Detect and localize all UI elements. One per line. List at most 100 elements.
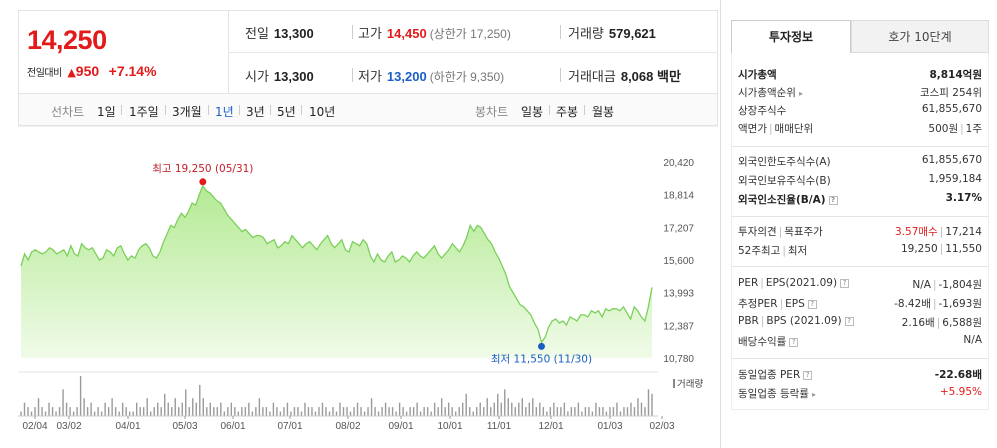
tab-daily[interactable]: 일봉 bbox=[521, 105, 544, 119]
change-percent: +7.14% bbox=[108, 63, 157, 79]
volume-bar bbox=[188, 407, 190, 416]
week52-row: 52주최고 | 최저 19,250 | 11,550 bbox=[738, 243, 982, 257]
turnover-label: 거래대금 bbox=[568, 69, 616, 84]
week52-high-value: 19,250 bbox=[900, 243, 938, 255]
volume-bar bbox=[142, 407, 145, 416]
investment-info-table: 시가총액 8,814억원 시가총액순위 ▸ 코스피 254위 상장주식수 61,8… bbox=[731, 53, 989, 410]
volume-bar bbox=[402, 407, 404, 416]
tab-10y[interactable]: 10년 bbox=[309, 105, 336, 119]
volume-bar bbox=[462, 402, 464, 416]
volume-bar bbox=[405, 411, 408, 416]
volume-bar bbox=[490, 407, 492, 416]
help-icon[interactable]: ? bbox=[789, 337, 799, 347]
opinion-label: 투자의견 bbox=[738, 226, 777, 238]
volume-bar bbox=[55, 411, 57, 416]
market-cap-label: 시가총액 bbox=[738, 69, 777, 81]
forward-eps-value: -1,693원 bbox=[938, 298, 982, 310]
volume-bar bbox=[339, 402, 341, 416]
volume-bar bbox=[121, 402, 124, 416]
volume-bar bbox=[437, 407, 439, 416]
volume-bar bbox=[465, 393, 467, 416]
low-label: 저가 bbox=[358, 69, 382, 84]
volume-bar bbox=[612, 407, 615, 416]
tab-1d[interactable]: 1일 bbox=[97, 105, 116, 119]
volume-bar bbox=[314, 411, 317, 416]
volume-bar bbox=[335, 411, 338, 416]
volume-bar bbox=[430, 411, 432, 416]
volume-bar bbox=[79, 376, 82, 416]
tab-weekly[interactable]: 주봉 bbox=[556, 105, 579, 119]
change-row: 전일대비 ▲950 +7.14% bbox=[27, 63, 157, 79]
tab-1w[interactable]: 1주일 bbox=[129, 105, 159, 119]
volume-bar bbox=[377, 411, 380, 416]
cap-rank-value: 코스피 254위 bbox=[919, 87, 982, 99]
divider bbox=[549, 105, 550, 115]
volume-bar bbox=[265, 407, 268, 416]
high-marker bbox=[199, 178, 207, 186]
volume-bar bbox=[62, 389, 64, 416]
industry-change-label: 동일업종 등락률 bbox=[738, 388, 809, 400]
tab-monthly[interactable]: 월봉 bbox=[592, 105, 615, 119]
volume-bar bbox=[192, 398, 194, 416]
divider bbox=[301, 105, 302, 115]
target-label: 목표주가 bbox=[784, 226, 823, 238]
volume-bar bbox=[286, 402, 289, 416]
tab-3m[interactable]: 3개월 bbox=[172, 105, 202, 119]
volume-bar bbox=[27, 407, 29, 416]
tab-5y[interactable]: 5년 bbox=[277, 105, 296, 119]
help-icon[interactable]: ? bbox=[828, 195, 838, 205]
change-value: 950 bbox=[75, 63, 100, 79]
volume-bar bbox=[227, 407, 229, 416]
pbr-row: PBR | BPS (2021.09)? 2.16배 | 6,588원 bbox=[738, 315, 982, 329]
per-row: PER | EPS(2021.09)? N/A | -1,804원 bbox=[738, 277, 982, 291]
y-tick-label: 10,780 bbox=[663, 354, 694, 365]
volume-bar bbox=[542, 407, 545, 416]
prev-close-stat: 전일 13,300 bbox=[245, 23, 314, 42]
tab-1y[interactable]: 1년 bbox=[215, 105, 234, 119]
dividend-value: N/A bbox=[963, 334, 982, 346]
tab-3y[interactable]: 3년 bbox=[246, 105, 265, 119]
volume-bar bbox=[549, 407, 552, 416]
help-icon[interactable]: ? bbox=[807, 299, 817, 309]
dividend-label: 배당수익률 bbox=[738, 336, 787, 348]
volume-bar bbox=[160, 407, 162, 416]
per-value: N/A bbox=[912, 279, 931, 291]
volume-bar bbox=[58, 407, 61, 416]
volume-bar bbox=[213, 407, 215, 416]
bps-label: BPS (2021.09) bbox=[766, 315, 842, 327]
help-icon[interactable]: ? bbox=[803, 370, 813, 380]
upper-limit: (상한가 17,250) bbox=[429, 27, 511, 41]
volume-bar bbox=[300, 411, 303, 416]
tab-investment-info[interactable]: 투자정보 bbox=[731, 20, 851, 53]
price-line bbox=[20, 184, 653, 344]
chevron-right-icon[interactable]: ▸ bbox=[798, 89, 803, 98]
volume-bar bbox=[128, 411, 131, 416]
chevron-right-icon[interactable]: ▸ bbox=[811, 390, 816, 399]
volume-bar bbox=[283, 407, 285, 416]
tab-orderbook[interactable]: 호가 10단계 bbox=[851, 20, 989, 53]
volume-bar bbox=[553, 402, 555, 416]
divider bbox=[352, 25, 353, 39]
volume-bar bbox=[321, 402, 324, 416]
volume-bar bbox=[609, 407, 611, 416]
volume-bar bbox=[139, 407, 141, 416]
volume-bar bbox=[104, 402, 106, 416]
volume-label: 거래량 bbox=[568, 26, 604, 41]
volume-bar bbox=[384, 402, 387, 416]
volume-bar bbox=[426, 407, 429, 416]
dividend-row: 배당수익률? N/A bbox=[738, 334, 982, 352]
forward-eps-label: EPS bbox=[785, 298, 805, 310]
volume-bar bbox=[37, 398, 40, 416]
volume-bar bbox=[164, 393, 166, 416]
help-icon[interactable]: ? bbox=[840, 278, 850, 288]
volume-bar bbox=[556, 407, 559, 416]
volume-value: 579,621 bbox=[608, 26, 656, 41]
volume-bar bbox=[41, 407, 43, 416]
volume-bar bbox=[304, 402, 306, 416]
cap-rank-label: 시가총액순위 bbox=[738, 87, 796, 99]
volume-bar bbox=[83, 398, 85, 416]
volume-bar bbox=[237, 411, 240, 416]
help-icon[interactable]: ? bbox=[844, 316, 854, 326]
opinion-row: 투자의견 | 목표주가 3.57매수 | 17,214 bbox=[738, 226, 982, 238]
industry-change-value: +5.95% bbox=[939, 386, 982, 398]
